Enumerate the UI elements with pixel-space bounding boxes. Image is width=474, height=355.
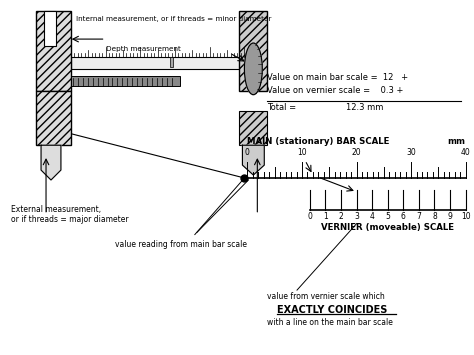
Text: 7: 7 [417, 212, 421, 221]
Bar [44, 11, 56, 46]
Text: 6: 6 [401, 212, 406, 221]
Text: 20: 20 [352, 148, 361, 157]
Text: Depth measurement: Depth measurement [106, 46, 181, 52]
Text: Value on main bar scale =  12   +: Value on main bar scale = 12 + [267, 73, 409, 82]
Polygon shape [242, 145, 264, 175]
Text: 4: 4 [370, 212, 374, 221]
Bar [36, 11, 71, 91]
Text: 40: 40 [461, 148, 471, 157]
Text: VERNIER (moveable) SCALE: VERNIER (moveable) SCALE [321, 223, 454, 232]
Text: 8: 8 [432, 212, 437, 221]
Bar [71, 76, 180, 86]
Text: 30: 30 [406, 148, 416, 157]
Text: 5: 5 [385, 212, 390, 221]
Bar [170, 57, 173, 67]
Bar [239, 110, 267, 145]
Text: 3: 3 [354, 212, 359, 221]
Bar [71, 57, 245, 69]
Text: EXACTLY COINCIDES: EXACTLY COINCIDES [277, 305, 388, 315]
Text: 0: 0 [308, 212, 312, 221]
Text: mm: mm [447, 137, 465, 146]
Text: MAIN (stationary) BAR SCALE: MAIN (stationary) BAR SCALE [247, 137, 390, 146]
Text: 10: 10 [297, 148, 307, 157]
Text: External measurement,
or if threads = major diameter: External measurement, or if threads = ma… [11, 205, 129, 224]
Text: 2: 2 [339, 212, 344, 221]
Text: Value on vernier scale =    0.3 +: Value on vernier scale = 0.3 + [267, 86, 404, 95]
Text: Total =                   12.3 mm: Total = 12.3 mm [267, 103, 383, 111]
Text: 1: 1 [323, 212, 328, 221]
Ellipse shape [245, 43, 262, 95]
Bar [239, 11, 267, 91]
Bar [36, 91, 71, 145]
Text: 0: 0 [245, 148, 250, 157]
Text: value from vernier scale which: value from vernier scale which [267, 292, 385, 301]
Text: 10: 10 [461, 212, 471, 221]
Text: with a line on the main bar scale: with a line on the main bar scale [267, 318, 393, 327]
Polygon shape [41, 145, 61, 180]
Text: Internal measurement, or if threads = minor diameter: Internal measurement, or if threads = mi… [76, 16, 271, 22]
Text: value reading from main bar scale: value reading from main bar scale [116, 240, 247, 248]
Text: 9: 9 [447, 212, 453, 221]
